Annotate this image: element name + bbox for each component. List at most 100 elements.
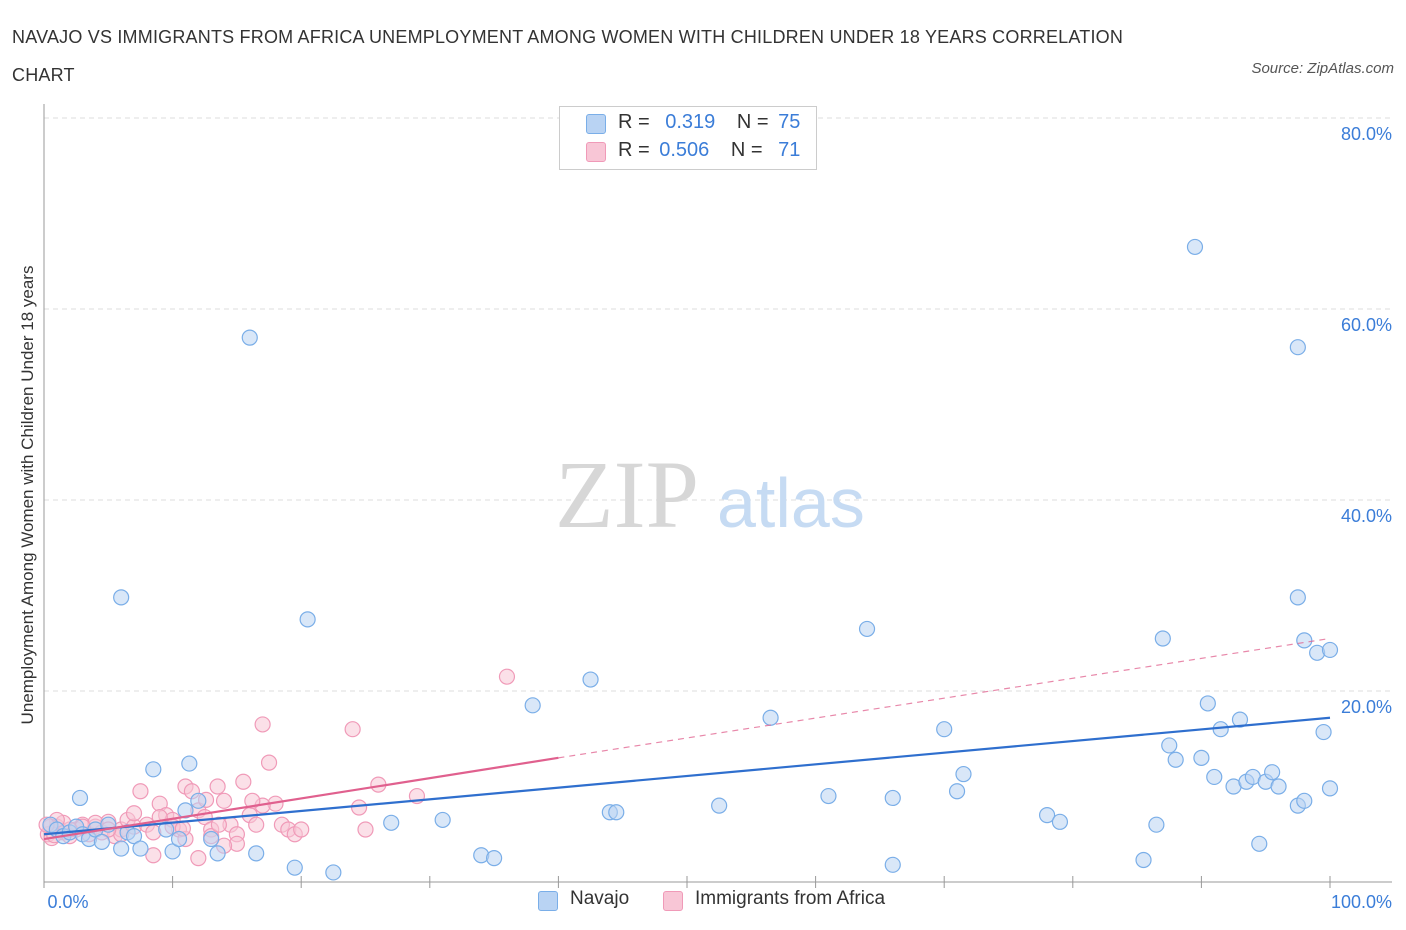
data-point xyxy=(299,611,316,628)
data-point xyxy=(948,783,966,800)
r-label: R = xyxy=(618,139,650,161)
data-point xyxy=(177,802,194,819)
data-point xyxy=(132,840,149,857)
data-point xyxy=(884,856,901,873)
data-point xyxy=(1193,749,1210,766)
trend-line-africa xyxy=(43,756,559,841)
data-point xyxy=(858,620,876,638)
data-point xyxy=(145,761,162,778)
data-point xyxy=(293,821,310,838)
data-point xyxy=(190,792,207,809)
series-navajo xyxy=(42,238,1339,881)
data-point xyxy=(125,805,143,822)
data-point xyxy=(254,716,271,733)
r-value: 0.319 xyxy=(665,111,716,133)
trend-line-navajo xyxy=(43,716,1331,836)
data-point xyxy=(884,789,901,807)
data-point xyxy=(1321,780,1339,797)
data-point xyxy=(955,765,972,783)
data-point xyxy=(132,783,149,800)
navajo-swatch xyxy=(586,114,606,134)
watermark-atlas: atlas xyxy=(717,464,865,542)
data-point xyxy=(434,811,451,829)
data-point xyxy=(1135,851,1152,869)
data-point xyxy=(1154,630,1171,647)
y-tick-label: 60.0% xyxy=(1341,315,1392,335)
data-point xyxy=(1161,737,1178,754)
data-point xyxy=(1315,723,1332,741)
africa-swatch xyxy=(586,142,606,162)
data-point xyxy=(608,804,625,821)
data-point xyxy=(93,833,110,850)
chart-source: Source: ZipAtlas.com xyxy=(1251,60,1394,77)
africa-legend-swatch xyxy=(663,891,683,911)
data-point xyxy=(71,789,89,807)
data-point xyxy=(1148,816,1165,833)
data-point xyxy=(113,589,130,606)
data-point xyxy=(235,773,252,790)
data-point xyxy=(170,830,188,848)
x-tick-label-max: 100.0% xyxy=(1331,892,1392,912)
n-label: N = xyxy=(736,111,769,133)
data-point xyxy=(248,816,265,833)
trend-line-extension xyxy=(558,637,1331,759)
data-point xyxy=(1264,764,1281,781)
data-point xyxy=(113,840,130,857)
data-point xyxy=(241,329,258,346)
data-point xyxy=(286,859,303,876)
axes xyxy=(43,104,1392,888)
trend-lines xyxy=(43,637,1331,841)
data-point xyxy=(383,814,400,831)
navajo-legend-label: Navajo xyxy=(570,888,630,909)
data-point xyxy=(181,755,198,772)
data-point xyxy=(357,821,374,838)
data-point xyxy=(350,799,368,816)
data-point xyxy=(209,845,226,862)
africa-legend-label: Immigrants from Africa xyxy=(695,888,886,909)
watermark-zip: ZIP xyxy=(555,441,699,548)
data-point xyxy=(1296,632,1313,649)
navajo-legend-swatch xyxy=(538,891,558,911)
r-label: R = xyxy=(618,111,650,133)
y-tick-label: 40.0% xyxy=(1341,506,1392,526)
data-point xyxy=(820,787,837,805)
data-point xyxy=(936,721,953,738)
y-tick-label: 20.0% xyxy=(1341,697,1392,717)
data-point xyxy=(1251,835,1268,852)
data-point xyxy=(1051,813,1069,830)
data-point xyxy=(248,845,265,862)
n-value: 75 xyxy=(778,111,801,133)
data-point xyxy=(260,754,278,771)
data-point xyxy=(210,816,227,833)
data-point xyxy=(1206,768,1223,786)
data-point xyxy=(203,830,220,848)
n-label: N = xyxy=(730,139,763,161)
data-point xyxy=(524,697,541,714)
data-point xyxy=(325,864,342,881)
series-immigrants-from-africa xyxy=(38,668,516,867)
x-tick-label-min: 0.0% xyxy=(47,892,88,912)
r-value: 0.506 xyxy=(659,139,710,161)
data-point xyxy=(1270,778,1287,795)
data-point xyxy=(1231,711,1249,728)
data-point xyxy=(190,850,207,867)
data-point xyxy=(1296,792,1313,809)
data-point xyxy=(762,709,779,726)
data-point xyxy=(344,721,361,738)
data-point xyxy=(145,847,162,864)
data-point xyxy=(1321,641,1339,659)
data-point xyxy=(582,671,599,688)
data-point xyxy=(209,778,226,795)
data-point xyxy=(158,821,175,838)
n-value: 71 xyxy=(778,139,801,161)
data-point xyxy=(1186,238,1204,256)
data-point xyxy=(1038,807,1056,824)
stats-legend: R = 0.319 N = 75 R = 0.506 N = 71 xyxy=(559,106,817,170)
data-point xyxy=(1289,339,1306,356)
tick-labels: 20.0% 40.0% 60.0% 80.0% 0.0% 100.0% xyxy=(47,124,1392,912)
data-point xyxy=(498,668,516,685)
data-point xyxy=(486,850,503,867)
data-point xyxy=(1289,589,1306,606)
data-point xyxy=(1199,695,1216,712)
